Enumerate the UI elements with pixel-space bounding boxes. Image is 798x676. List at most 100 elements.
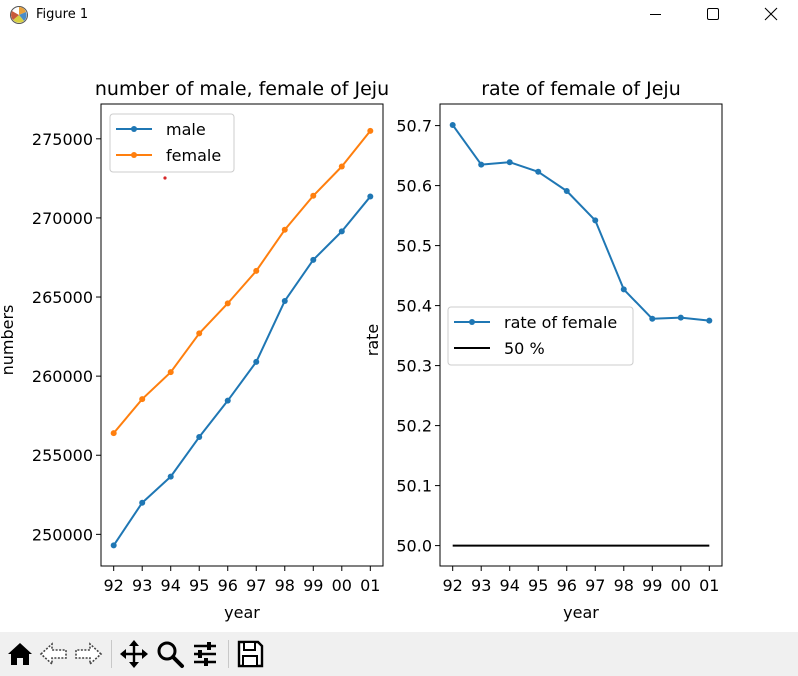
x-tick-label: 95 [528,576,548,595]
y-tick-label: 50.5 [396,237,432,256]
navigation-toolbar [0,632,798,676]
x-tick-label: 94 [161,576,181,595]
data-point [167,369,174,376]
x-axis-label: year [224,603,260,622]
x-tick-label: 92 [104,576,124,595]
series-line-male [112,195,372,546]
y-tick-label: 50.0 [396,537,432,556]
x-tick-label: 99 [642,576,662,595]
toolbar-separator [228,640,229,668]
chart-title: number of male, female of Jeju [95,78,389,100]
data-point [196,434,203,441]
chart-title: rate of female of Jeju [481,78,681,100]
y-tick-label: 265000 [32,288,93,307]
legend-box [447,306,634,366]
data-point [310,192,317,199]
data-point [677,314,684,321]
y-axis-label: numbers [0,305,17,376]
minimize-button[interactable] [626,0,684,31]
data-point [478,161,485,168]
data-point [506,159,513,166]
series-line-rate-of-female [451,124,710,322]
x-tick-label: 93 [132,576,152,595]
x-tick-label: 96 [218,576,238,595]
legend-marker [131,152,137,158]
data-point [592,217,599,224]
legend-label: rate of female [504,313,617,332]
data-point [706,317,713,324]
y-tick-label: 270000 [32,209,93,228]
data-point [649,315,656,322]
data-point [253,267,260,274]
data-point [110,430,117,437]
x-tick-label: 00 [671,576,691,595]
home-icon[interactable] [4,638,36,670]
x-tick-label: 99 [303,576,323,595]
data-point [196,330,203,337]
y-tick-label: 50.7 [396,117,432,136]
data-point [253,358,260,365]
x-tick-label: 00 [332,576,352,595]
axes-left: number of male, female of Jeju 92 93 94 95 96… [0,78,389,622]
data-point [367,193,374,200]
data-point [449,122,456,128]
window-titlebar: Figure 1 [0,0,798,31]
data-point [281,297,288,304]
data-point [620,286,627,293]
back-icon[interactable] [38,638,70,670]
y-tick-label: 50.3 [396,357,432,376]
x-axis-label: year [563,603,599,622]
data-point [338,163,345,170]
window-title: Figure 1 [36,7,89,22]
x-tick-label: 94 [500,576,520,595]
figure-canvas[interactable]: number of male, female of Jeju 92 93 94 95 96… [0,31,798,632]
y-axis-label: rate [363,324,382,357]
axes-frame [100,103,384,567]
data-point [535,168,542,175]
zoom-icon[interactable] [154,638,186,670]
x-tick-label: 98 [614,576,634,595]
matplotlib-app-icon [10,6,28,24]
data-point [224,300,231,307]
data-point [167,473,174,480]
x-tick-label: 97 [246,576,266,595]
legend-marker [131,126,137,132]
y-tick-label: 50.4 [396,297,432,316]
toolbar-separator [111,640,112,668]
data-point [139,396,146,403]
stray-red-dot [163,176,167,180]
y-tick-label: 255000 [32,446,93,465]
axes-right: rate of female of Jeju 92 93 94 95 96 97 98 99 00… [363,78,723,622]
x-tick-label: 01 [699,576,719,595]
legend-label: male [166,120,206,139]
data-point [224,397,231,404]
x-tick-label: 92 [443,576,463,595]
data-point [110,542,117,549]
series-line-female [112,130,372,434]
save-icon[interactable] [234,638,266,670]
y-tick-label: 50.6 [396,177,432,196]
configure-subplots-icon[interactable] [189,638,221,670]
data-point [139,499,146,506]
y-tick-label: 250000 [32,525,93,544]
data-point [310,256,317,263]
legend-label: 50 % [504,339,545,358]
x-tick-label: 96 [557,576,577,595]
data-point [563,188,570,194]
x-tick-label: 01 [360,576,380,595]
axes-frame [439,103,723,567]
y-tick-label: 260000 [32,367,93,386]
pan-icon[interactable] [118,638,150,670]
y-tick-label: 50.2 [396,417,432,436]
legend-marker [469,319,475,325]
y-tick-label: 275000 [32,130,93,149]
forward-icon[interactable] [72,638,104,670]
legend-label: female [166,146,221,165]
x-tick-label: 97 [585,576,605,595]
data-point [367,127,374,134]
data-point [281,226,288,233]
figure-svg: number of male, female of Jeju 92 93 94 95 96… [0,78,723,622]
maximize-button[interactable] [684,0,742,31]
close-button[interactable] [742,0,798,31]
x-tick-label: 98 [275,576,295,595]
